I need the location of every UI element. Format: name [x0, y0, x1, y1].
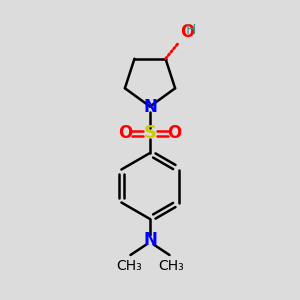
Text: CH₃: CH₃: [158, 259, 184, 273]
Text: N: N: [143, 98, 157, 116]
Text: S: S: [143, 124, 157, 142]
Text: H: H: [185, 22, 196, 37]
Text: N: N: [143, 231, 157, 249]
Text: O: O: [181, 23, 195, 41]
Text: O: O: [118, 124, 133, 142]
Text: CH₃: CH₃: [116, 259, 142, 273]
Text: O: O: [167, 124, 182, 142]
